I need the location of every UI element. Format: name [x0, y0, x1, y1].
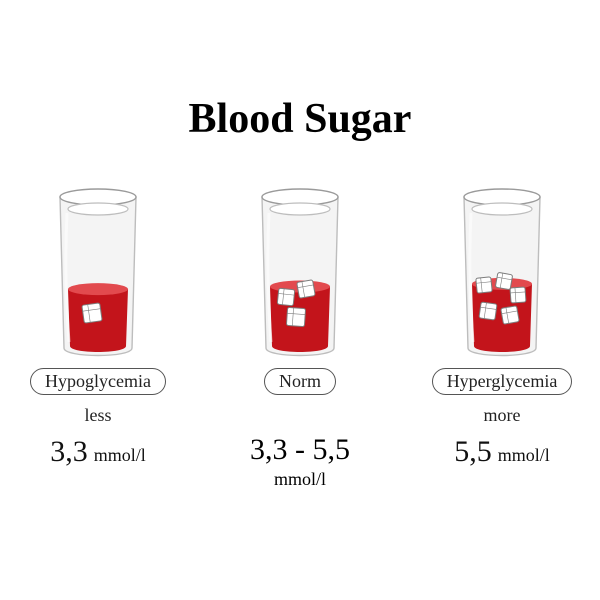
- tubes-row: Hypoglycemialess3,3mmol/lNorm3,3 - 5,5mm…: [0, 185, 600, 490]
- test-tube-hyper: [458, 185, 546, 360]
- condition-label-hypo: Hypoglycemia: [30, 368, 166, 395]
- test-tube-norm: [256, 185, 344, 360]
- condition-label-hyper: Hyperglycemia: [432, 368, 573, 395]
- column-hyper: Hyperglycemia more 5,5 mmol/l: [432, 185, 572, 490]
- qualifier-hyper: more: [484, 405, 521, 429]
- column-hypo: Hypoglycemia less 3,3 mmol/l: [28, 185, 168, 490]
- unit-hypo: mmol/l: [94, 445, 146, 466]
- page-title: Blood Sugar: [0, 95, 600, 143]
- condition-label-norm: Norm: [264, 368, 336, 395]
- unit-hyper: mmol/l: [498, 445, 550, 466]
- value-hypo: 3,3: [50, 435, 88, 469]
- value-row-hyper: 5,5 mmol/l: [454, 435, 550, 469]
- value-norm: 3,3 - 5,5: [250, 433, 350, 467]
- tube-svg: [256, 185, 344, 360]
- column-norm: Norm 3,3 - 5,5mmol/l: [230, 185, 370, 490]
- tube-svg: [54, 185, 142, 360]
- qualifier-hypo: less: [85, 405, 112, 429]
- value-hyper: 5,5: [454, 435, 492, 469]
- test-tube-hypo: [54, 185, 142, 360]
- unit-norm: mmol/l: [274, 469, 326, 490]
- tube-svg: [458, 185, 546, 360]
- value-row-hypo: 3,3 mmol/l: [50, 435, 146, 469]
